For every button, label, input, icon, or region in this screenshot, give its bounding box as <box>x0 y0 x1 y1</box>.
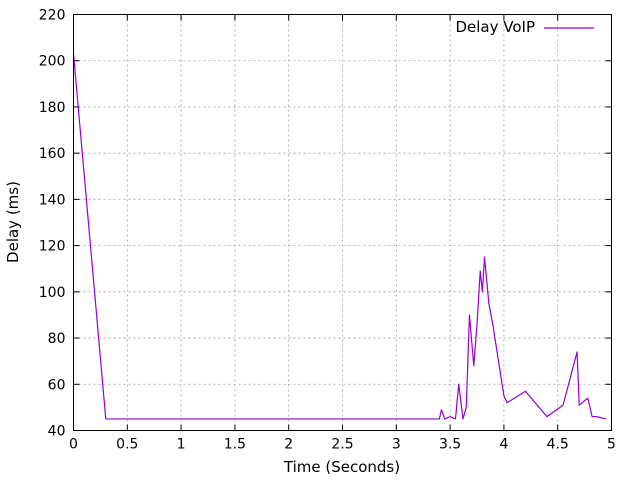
x-tick-label: 1.5 <box>224 437 246 453</box>
y-tick-label: 120 <box>39 239 66 255</box>
y-tick-label: 80 <box>48 331 66 347</box>
x-tick-label: 3 <box>392 437 401 453</box>
legend: Delay VoIP <box>455 18 594 36</box>
y-tick-label: 200 <box>39 54 66 70</box>
y-tick-label: 220 <box>39 8 66 24</box>
y-tick-label: 100 <box>39 285 66 301</box>
x-axis-label: Time (Seconds) <box>283 458 400 476</box>
y-tick-label: 180 <box>39 100 66 116</box>
x-tick-label: 0.5 <box>116 437 138 453</box>
y-tick-label: 160 <box>39 146 66 162</box>
x-tick-label: 2.5 <box>331 437 353 453</box>
series-line-delay-voip <box>72 53 607 420</box>
y-axis-label: Delay (ms) <box>4 181 22 263</box>
x-tick-label: 0 <box>69 437 78 453</box>
plot-frame <box>73 14 612 431</box>
x-tick-label: 4.5 <box>547 437 569 453</box>
x-tick-label: 2 <box>284 437 293 453</box>
x-tick-label: 5 <box>607 437 616 453</box>
x-tick-label: 4 <box>499 437 508 453</box>
y-tick-label: 140 <box>39 192 66 208</box>
y-tick-label: 60 <box>48 377 66 393</box>
grid <box>73 14 612 431</box>
legend-label-delay-voip: Delay VoIP <box>455 18 535 36</box>
y-tick-label: 40 <box>48 424 66 440</box>
x-tick-label: 1 <box>177 437 186 453</box>
series-layer <box>72 53 607 420</box>
axis-ticks: 0 0.5 1 1.5 2 2.5 3 3.5 4 4.5 5 40 60 80 100 120 140 160 1… <box>39 8 616 453</box>
x-tick-label: 3.5 <box>439 437 461 453</box>
